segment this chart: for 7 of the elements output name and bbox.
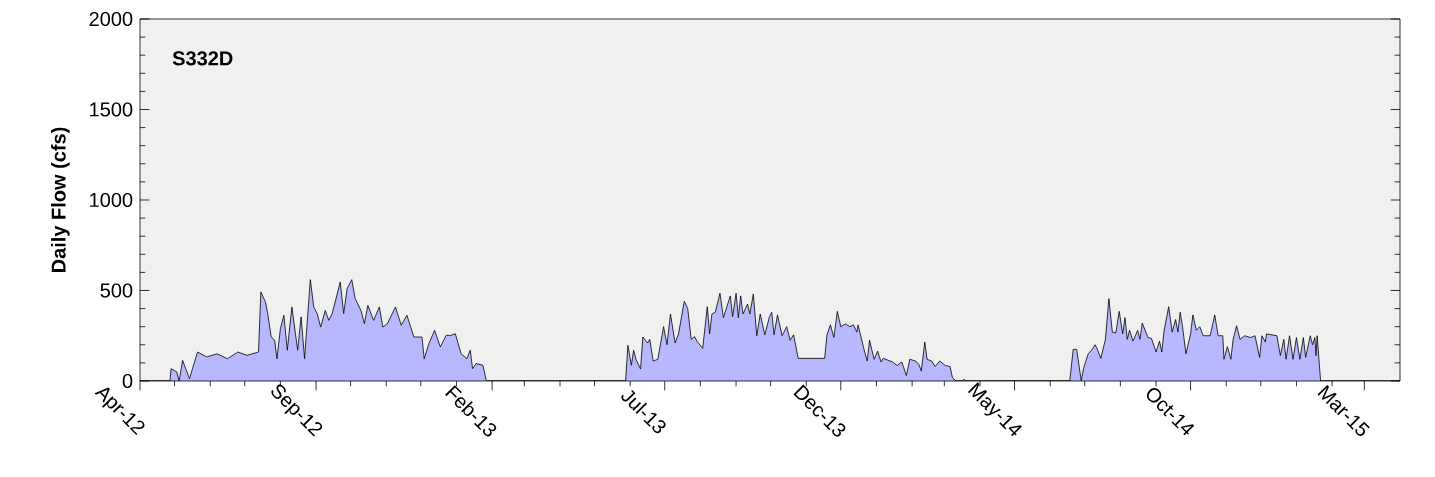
y-tick-label: 1000 — [90, 192, 133, 208]
y-tick-label: 0 — [122, 373, 133, 389]
y-tick-label: 1500 — [90, 102, 133, 117]
text: S332D — [172, 51, 233, 66]
y-tick-label: 500 — [100, 283, 133, 298]
y-axis-title: Daily Flow (cfs) — [51, 127, 70, 272]
y-tick-label: 2000 — [89, 11, 133, 27]
